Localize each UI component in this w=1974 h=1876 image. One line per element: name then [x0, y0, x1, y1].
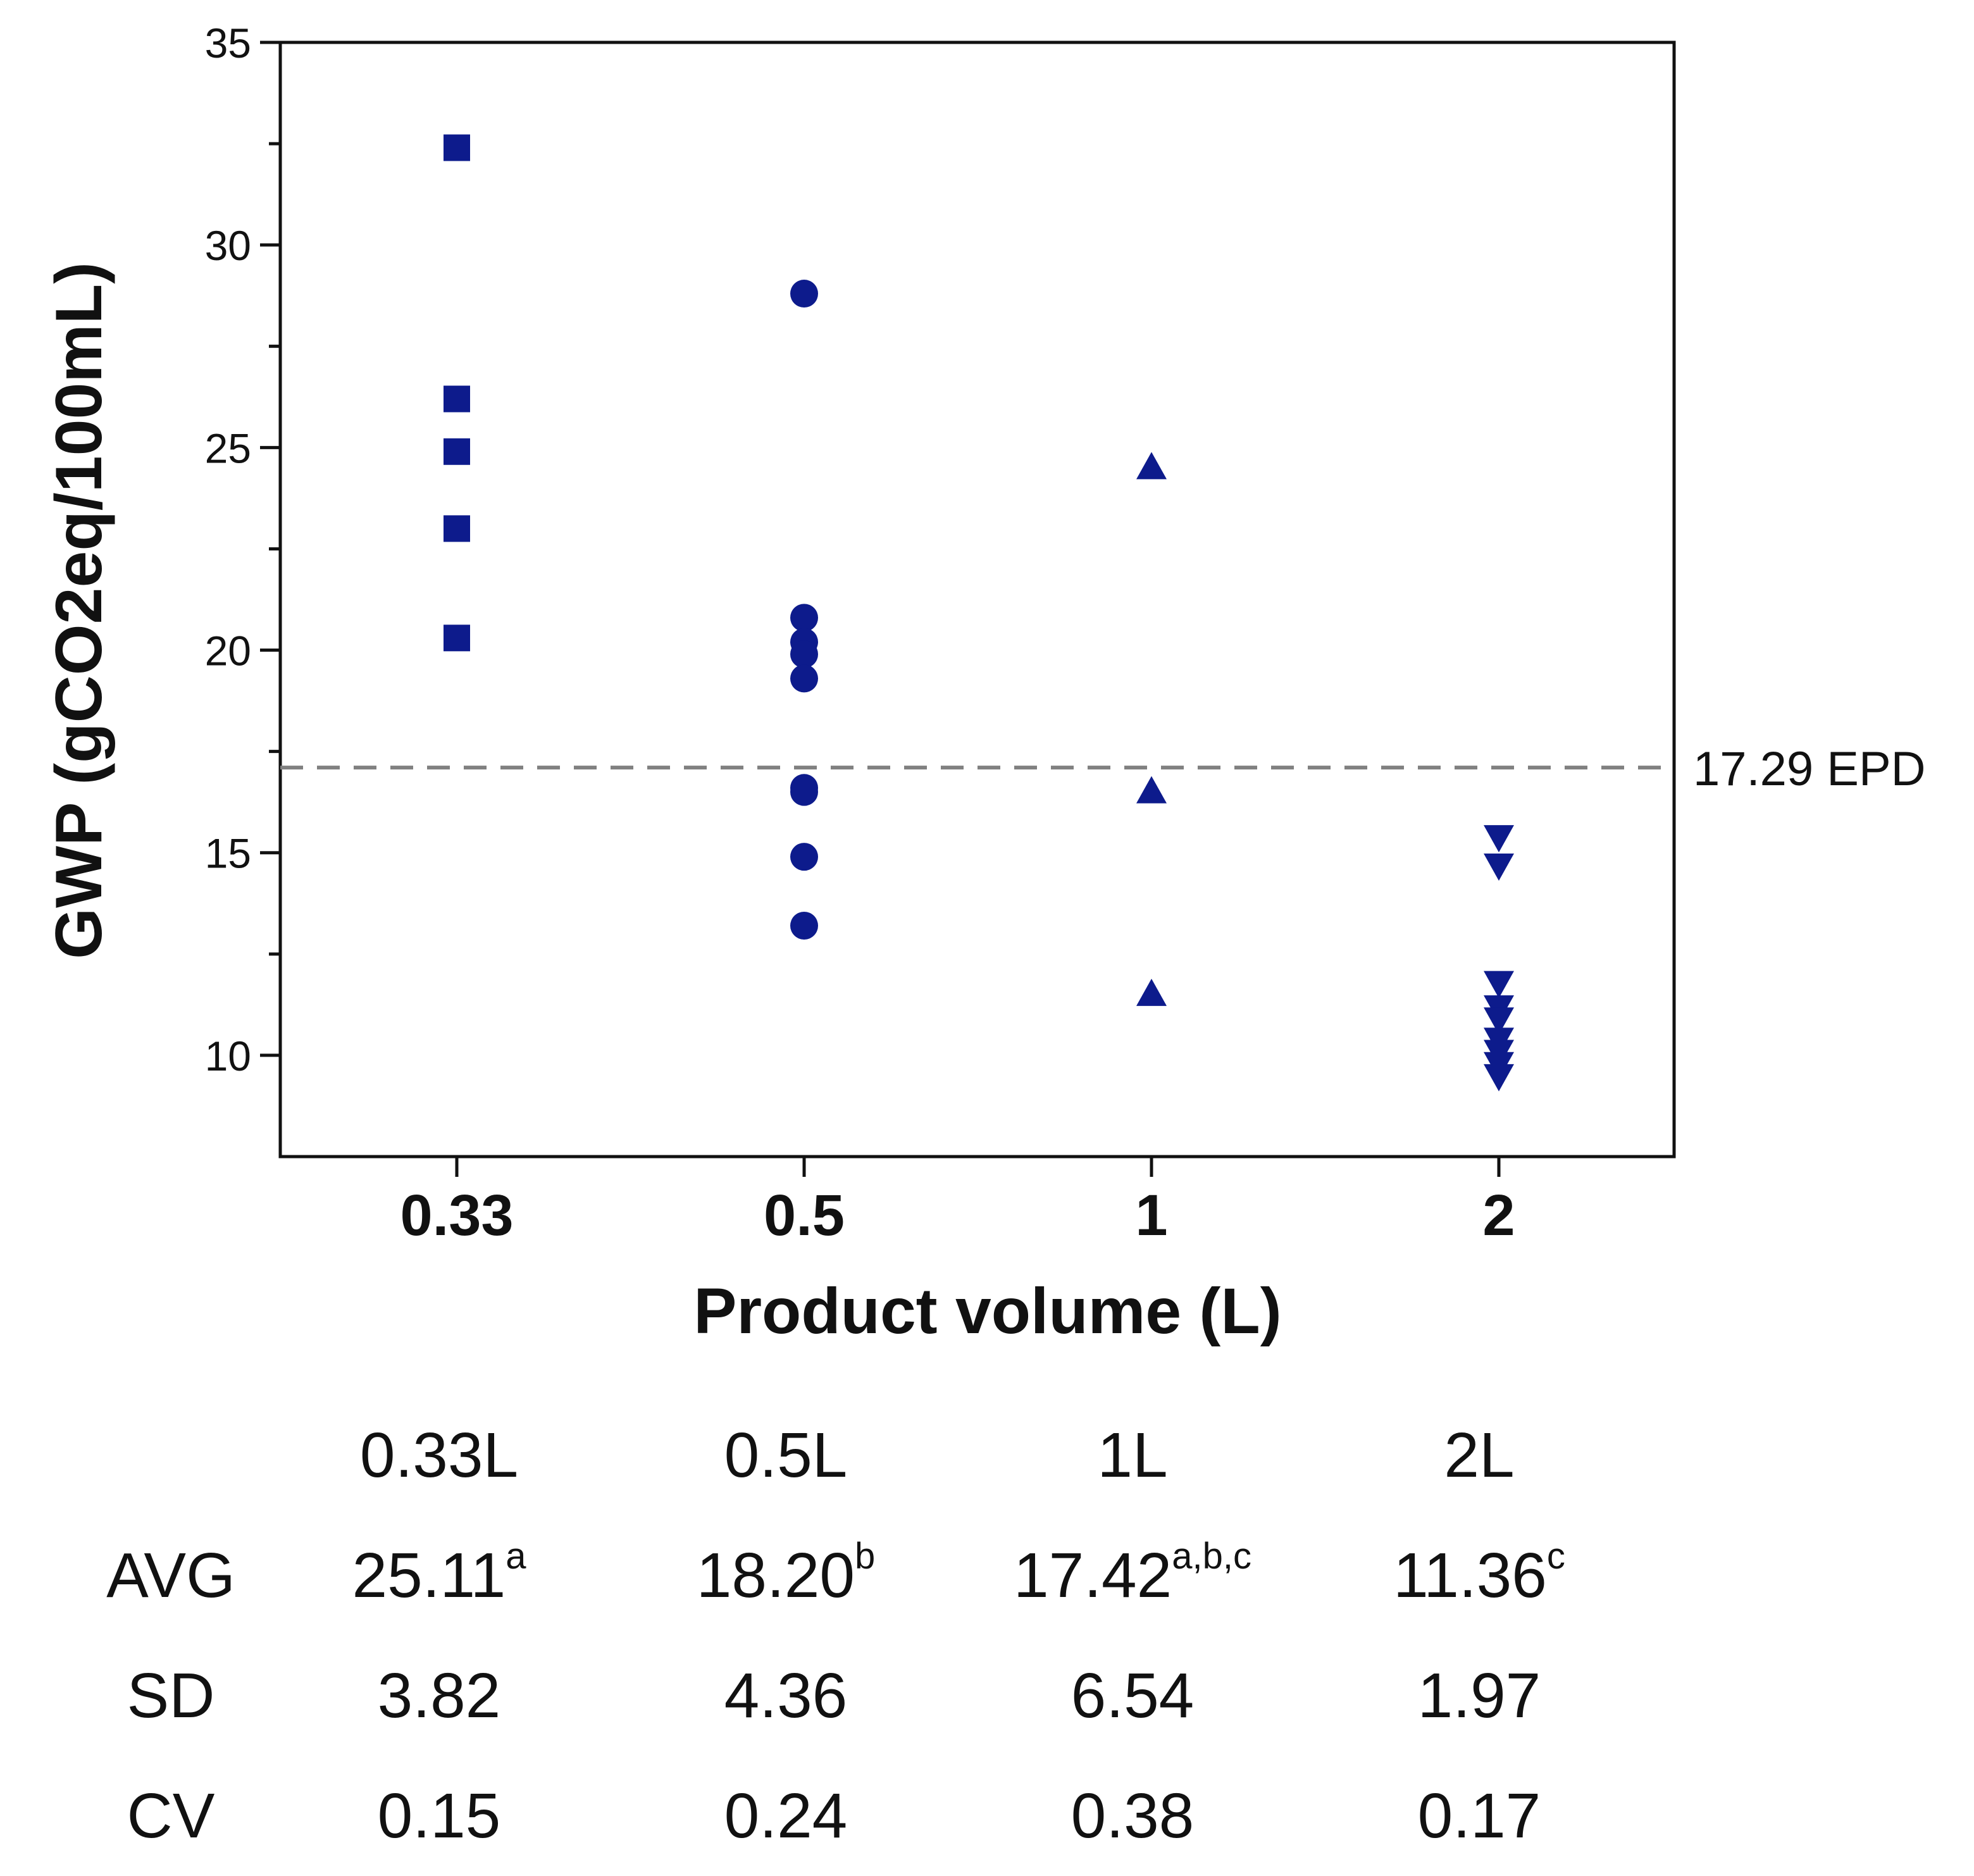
data-point-triangle-down: [1484, 825, 1514, 853]
x-tick-label: 1: [1135, 1183, 1167, 1248]
stats-row-label: AVG: [106, 1539, 235, 1611]
stats-row-avg: AVG 25.11a 18.20b 17.42a,b,c 11.36c: [76, 1515, 1653, 1636]
y-tick-label: 10: [205, 1033, 251, 1079]
stats-col-header: 2L: [1444, 1419, 1515, 1491]
stats-cell: 3.82: [377, 1660, 501, 1731]
x-tick-label: 0.5: [764, 1183, 845, 1248]
data-point-triangle-up: [1136, 776, 1167, 804]
stats-significance: b: [854, 1535, 876, 1577]
stats-cell: 11.36c: [1306, 1515, 1653, 1636]
stats-significance: c: [1546, 1535, 1565, 1577]
epd-reference-label: 17.29 EPD: [1693, 742, 1926, 796]
stats-table: 0.33L 0.5L 1L 2L AVG 25.11a 18.20b 17.42…: [76, 1395, 1653, 1876]
data-point-triangle-up: [1136, 452, 1167, 480]
y-tick-label: 25: [205, 425, 251, 471]
data-point-triangle-up: [1136, 978, 1167, 1006]
data-point-circle: [790, 843, 818, 871]
stats-col-header: 1L: [1097, 1419, 1168, 1491]
x-tick-label: 2: [1482, 1183, 1515, 1248]
epd-reference: 17.29 EPD: [280, 742, 1926, 796]
data-point-triangle-down: [1484, 1064, 1514, 1091]
y-tick-label: 35: [205, 20, 251, 66]
data-point-square: [444, 438, 470, 465]
stats-cell: 0.17: [1417, 1780, 1541, 1851]
data-point-square: [444, 134, 470, 161]
stats-row-label: SD: [127, 1660, 215, 1731]
data-point-circle: [790, 604, 818, 632]
data-point-triangle-down: [1484, 853, 1514, 881]
stats-value: 17.42: [1014, 1539, 1172, 1611]
stats-row-cv: CV 0.15 0.24 0.38 0.17: [76, 1756, 1653, 1876]
stats-cell: 18.20b: [612, 1515, 959, 1636]
data-point-square: [444, 385, 470, 413]
stats-significance: a,b,c: [1172, 1535, 1251, 1577]
stats-cell: 4.36: [724, 1660, 848, 1731]
y-axis-title: GWP (gCO2eq/100mL): [42, 262, 116, 959]
y-axis-ticks: 10 15 20 25 30 35: [205, 20, 280, 1079]
stats-cell: 25.11a: [266, 1515, 612, 1636]
plot-frame: [278, 40, 1676, 1159]
x-tick-label: 0.33: [400, 1183, 513, 1248]
stats-cell: 0.24: [724, 1780, 848, 1851]
stats-value: 18.20: [696, 1539, 855, 1611]
stats-col-header: 0.5L: [724, 1419, 848, 1491]
data-point-triangle-down: [1484, 971, 1514, 998]
stats-corner: [76, 1395, 266, 1515]
stats-value: 25.11: [352, 1539, 506, 1611]
data-point-circle: [790, 640, 818, 668]
data-point-circle: [790, 664, 818, 693]
stats-cell: 6.54: [1071, 1660, 1195, 1731]
stats-row-label: CV: [127, 1780, 215, 1851]
stats-cell: 17.42a,b,c: [959, 1515, 1306, 1636]
data-points: [444, 134, 1514, 1091]
x-axis-title: Product volume (L): [693, 1275, 1281, 1347]
stats-col-header: 0.33L: [359, 1419, 519, 1491]
x-axis-ticks: 0.33 0.5 1 2: [400, 1157, 1515, 1248]
data-point-square: [444, 624, 470, 652]
stats-value: 11.36: [1393, 1539, 1547, 1611]
data-point-square: [444, 515, 470, 542]
stats-header-row: 0.33L 0.5L 1L 2L: [76, 1395, 1653, 1515]
stats-cell: 1.97: [1417, 1660, 1541, 1731]
y-tick-label: 20: [205, 628, 251, 674]
data-point-circle: [790, 911, 818, 940]
stats-cell: 0.15: [377, 1780, 501, 1851]
data-point-circle: [790, 778, 818, 806]
y-tick-label: 30: [205, 222, 251, 269]
data-point-circle: [790, 280, 818, 308]
y-tick-label: 15: [205, 830, 251, 877]
data-point-triangle-down: [1484, 1007, 1514, 1035]
stats-cell: 0.38: [1071, 1780, 1195, 1851]
stats-row-sd: SD 3.82 4.36 6.54 1.97: [76, 1636, 1653, 1756]
stats-significance: a: [506, 1535, 526, 1577]
